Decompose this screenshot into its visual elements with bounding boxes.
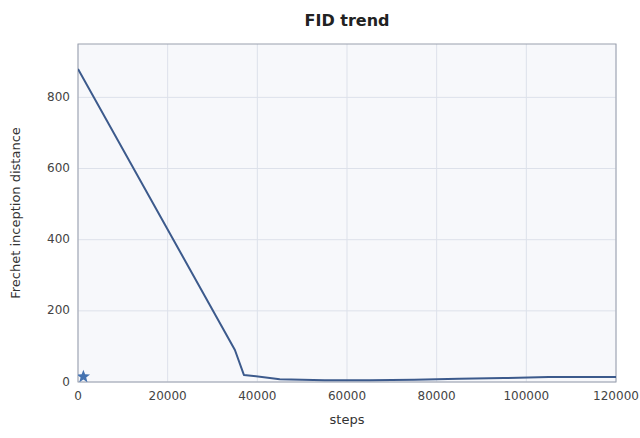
y-tick-label: 400 [47, 232, 70, 246]
x-tick-label: 40000 [238, 389, 276, 403]
y-tick-label: 200 [47, 303, 70, 317]
marks [78, 69, 616, 382]
grid-line [257, 44, 258, 382]
x-axis-label: steps [330, 412, 365, 427]
y-tick-label: 0 [62, 375, 70, 389]
grid-line [347, 44, 348, 382]
y-tick-label: 600 [47, 161, 70, 175]
grid-line [526, 44, 527, 382]
plot-area [78, 44, 616, 382]
y-tick-label: 800 [47, 90, 70, 104]
grid-line [436, 44, 437, 382]
grid-line [167, 44, 168, 382]
marker [78, 370, 90, 382]
y-axis-label: Frechet inception distance [8, 127, 23, 299]
plot-frame [78, 44, 616, 382]
x-tick-label: 0 [74, 389, 82, 403]
x-tick-label: 60000 [328, 389, 366, 403]
x-tick-label: 80000 [418, 389, 456, 403]
x-tick-label: 100000 [503, 389, 549, 403]
x-tick-label: 20000 [149, 389, 187, 403]
line [78, 69, 616, 380]
x-tick-label: 120000 [593, 389, 639, 403]
title: FID trend [305, 11, 390, 30]
chart: 0 200 400 600 800 0 20000 40000 60000 80000 100000… [0, 0, 640, 438]
